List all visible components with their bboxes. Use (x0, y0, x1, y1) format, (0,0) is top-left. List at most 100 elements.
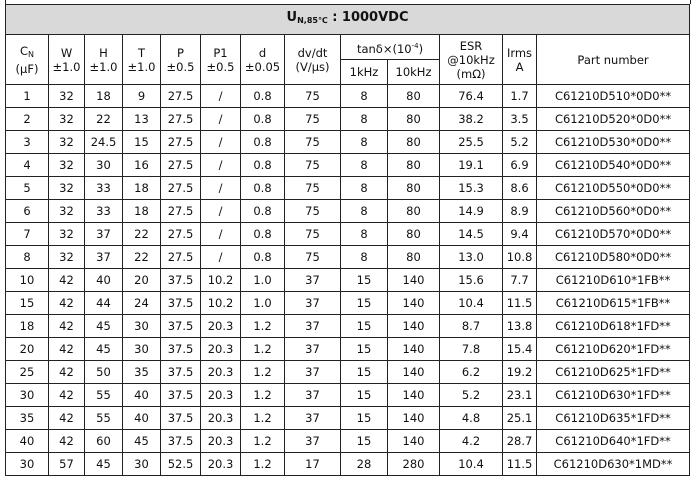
cell-d: 1.2 (240, 406, 285, 430)
cell-p1: 20.3 (200, 429, 241, 453)
cell-dvdt: 75 (284, 176, 341, 200)
cell-cn: 8 (5, 245, 49, 269)
cell-esr: 15.6 (439, 268, 503, 292)
cell-dvdt: 75 (284, 199, 341, 223)
cell-p: 37.5 (160, 268, 201, 292)
previous-table-edge (5, 0, 691, 4)
cell-h: 55 (84, 383, 123, 407)
cell-part-number: C61210D618*1FD** (535, 314, 691, 338)
cell-tan-1khz: 15 (340, 268, 388, 292)
cell-cn: 25 (5, 360, 49, 384)
cell-irms: 19.2 (502, 360, 537, 384)
cell-d: 1.2 (240, 383, 285, 407)
capacitor-spec-table: UN,85℃ : 1000VDC CN (μF) W ±1.0 H ±1.0 T ±1.… (4, 4, 691, 476)
cell-p: 27.5 (160, 84, 201, 108)
cell-dvdt: 37 (284, 337, 341, 361)
cell-p: 37.5 (160, 429, 201, 453)
table-row: 30 57 45 30 52.5 20.3 1.2 17 28 280 10.4 11.5 C61210… (5, 452, 691, 476)
cell-tan-10khz: 80 (387, 153, 440, 177)
cell-h: 55 (84, 406, 123, 430)
cell-p: 27.5 (160, 153, 201, 177)
cell-p1: / (200, 84, 241, 108)
cell-w: 42 (48, 268, 85, 292)
cell-p1: 20.3 (200, 360, 241, 384)
cell-tan-10khz: 140 (387, 406, 440, 430)
cell-cn: 1 (5, 84, 49, 108)
cell-w: 42 (48, 314, 85, 338)
header-10khz: 10kHz (387, 59, 440, 85)
cell-p1: / (200, 245, 241, 269)
cell-part-number: C61210D560*0D0** (535, 199, 691, 223)
cell-dvdt: 37 (284, 314, 341, 338)
cell-p1: / (200, 222, 241, 246)
cell-p1: 10.2 (200, 268, 241, 292)
cell-h: 30 (84, 153, 123, 177)
cell-tan-1khz: 15 (340, 337, 388, 361)
cell-tan-10khz: 80 (387, 199, 440, 223)
cell-esr: 14.9 (439, 199, 503, 223)
cell-cn: 40 (5, 429, 49, 453)
cell-w: 32 (48, 245, 85, 269)
cell-tan-10khz: 140 (387, 337, 440, 361)
cell-esr: 5.2 (439, 383, 503, 407)
cell-t: 22 (122, 222, 161, 246)
cell-d: 1.0 (240, 291, 285, 315)
cell-dvdt: 17 (284, 452, 341, 476)
cell-w: 32 (48, 130, 85, 154)
cell-p1: / (200, 176, 241, 200)
table-row: 8 32 37 22 27.5/0.8 75 8 80 13.0 10.8 C61210D580*0… (5, 245, 691, 269)
cell-t: 13 (122, 107, 161, 131)
cell-p: 37.5 (160, 360, 201, 384)
cell-w: 32 (48, 176, 85, 200)
table-row: 25 42 50 35 37.5 20.3 1.2 37 15 140 6.2 19.2 C61210D… (5, 360, 691, 384)
cell-irms: 13.8 (502, 314, 537, 338)
cell-esr: 14.5 (439, 222, 503, 246)
cell-esr: 10.4 (439, 452, 503, 476)
cell-dvdt: 75 (284, 130, 341, 154)
cell-t: 35 (122, 360, 161, 384)
cell-esr: 19.1 (439, 153, 503, 177)
cell-w: 42 (48, 337, 85, 361)
cell-cn: 6 (5, 199, 49, 223)
cell-tan-1khz: 8 (340, 153, 388, 177)
cell-tan-10khz: 80 (387, 222, 440, 246)
cell-esr: 8.7 (439, 314, 503, 338)
cell-t: 40 (122, 383, 161, 407)
cell-w: 42 (48, 429, 85, 453)
cell-h: 33 (84, 176, 123, 200)
cell-d: 0.8 (240, 222, 285, 246)
cell-cn: 30 (5, 452, 49, 476)
cell-d: 0.8 (240, 176, 285, 200)
cell-irms: 8.6 (502, 176, 537, 200)
cell-part-number: C61210D610*1FB** (535, 268, 691, 292)
cell-cn: 20 (5, 337, 49, 361)
cell-h: 40 (84, 268, 123, 292)
header-p1: P1 ±0.5 (200, 34, 241, 85)
cell-irms: 11.5 (502, 291, 537, 315)
cell-h: 24.5 (84, 130, 123, 154)
cell-d: 0.8 (240, 107, 285, 131)
cell-part-number: C61210D630*1FD** (535, 383, 691, 407)
cell-part-number: C61210D550*0D0** (535, 176, 691, 200)
cell-irms: 5.2 (502, 130, 537, 154)
cell-tan-10khz: 80 (387, 176, 440, 200)
cell-irms: 6.9 (502, 153, 537, 177)
cell-esr: 76.4 (439, 84, 503, 108)
table-row: 3 32 24.5 15 27.5/0.8 75 8 80 25.5 5.2 C61210D530*… (5, 130, 691, 154)
cell-irms: 10.8 (502, 245, 537, 269)
cell-part-number: C61210D530*0D0** (535, 130, 691, 154)
header-w: W ±1.0 (48, 34, 85, 85)
cell-cn: 35 (5, 406, 49, 430)
cell-d: 1.2 (240, 360, 285, 384)
cell-tan-1khz: 8 (340, 107, 388, 131)
cell-w: 57 (48, 452, 85, 476)
header-tan-delta: tanδ×(10-4) (340, 34, 440, 60)
cell-tan-10khz: 140 (387, 383, 440, 407)
cell-tan-1khz: 8 (340, 176, 388, 200)
cell-d: 1.2 (240, 337, 285, 361)
cell-h: 45 (84, 314, 123, 338)
cell-tan-1khz: 8 (340, 199, 388, 223)
cell-tan-1khz: 15 (340, 383, 388, 407)
cell-tan-10khz: 140 (387, 268, 440, 292)
cell-p1: 20.3 (200, 383, 241, 407)
